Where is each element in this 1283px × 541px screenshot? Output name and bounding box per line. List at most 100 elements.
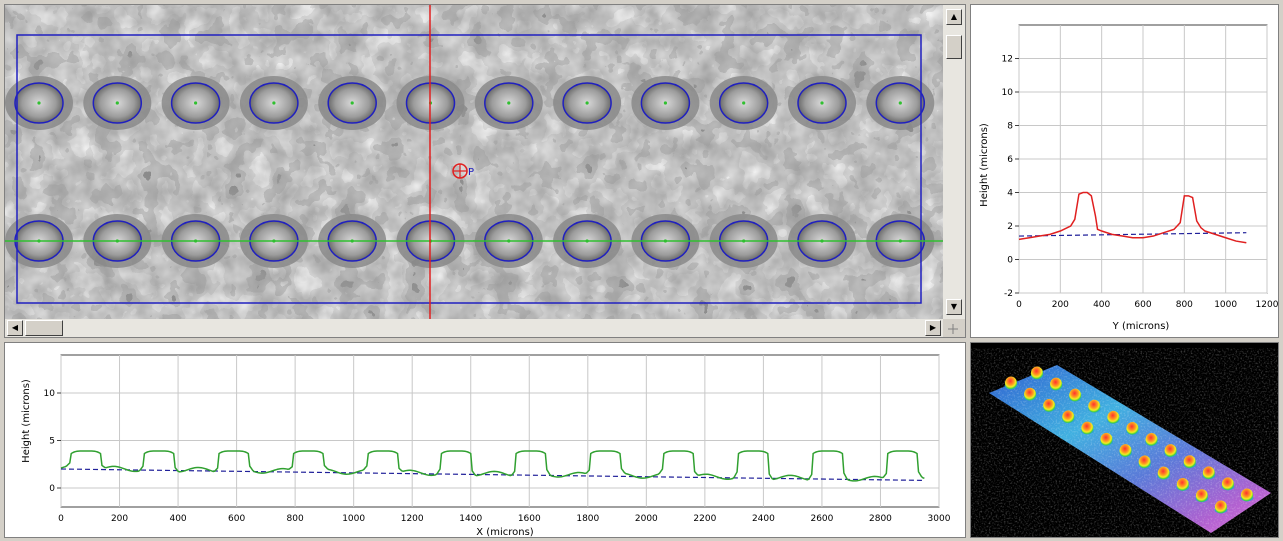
y-tick-label: 4 (1007, 189, 1013, 199)
bump-center (898, 101, 902, 105)
bump-3d (1062, 410, 1075, 424)
bump-circle (797, 82, 847, 124)
y-tick-label: 10 (44, 389, 56, 399)
y-tick-label: 10 (1002, 88, 1014, 98)
vertical-scrollbar[interactable]: ▲ ▼ (943, 5, 965, 319)
bump-circle (92, 82, 143, 124)
y-tick-label: 2 (1007, 222, 1013, 232)
bump-center (742, 101, 746, 105)
x-tick-label: 400 (1093, 300, 1110, 310)
bump-3d (1107, 410, 1120, 424)
bump-circle (562, 82, 612, 124)
scroll-up-icon[interactable]: ▲ (946, 9, 962, 25)
x-tick-label: 1200 (1256, 300, 1278, 310)
x-tick-label: 200 (111, 514, 128, 524)
y-tick-label: 5 (49, 437, 55, 447)
x-tick-label: 3000 (928, 514, 951, 524)
image-panel: P ▲ ▼ ◀ ▶ (4, 4, 966, 338)
x-tick-label: 200 (1052, 300, 1069, 310)
horizontal-scrollbar[interactable]: ◀ ▶ (5, 319, 943, 337)
y-profile-baseline (1018, 232, 1247, 237)
bump-3d (1183, 455, 1196, 469)
y-plot-ylabel: Height (microns) (979, 123, 990, 207)
bump-circle (327, 82, 377, 124)
bump-center (820, 101, 824, 105)
scroll-down-icon[interactable]: ▼ (946, 299, 962, 315)
y-tick-label: 12 (1002, 55, 1013, 65)
point-marker[interactable]: P (452, 163, 474, 179)
bump-circle (875, 82, 926, 124)
bump-3d (1005, 376, 1017, 390)
3d-surface-render[interactable] (971, 343, 1278, 537)
bump-3d (1202, 466, 1215, 480)
x-tick-label: 800 (1176, 300, 1193, 310)
bump-center (272, 101, 276, 105)
bump-3d (1164, 444, 1177, 458)
bump-3d (1024, 387, 1037, 401)
resize-grip-icon[interactable] (945, 321, 961, 335)
roi-rectangle[interactable] (16, 34, 922, 304)
x-tick-label: 400 (169, 514, 186, 524)
y-tick-label: 8 (1007, 122, 1013, 132)
bump-center (507, 101, 511, 105)
plot-frame (60, 354, 940, 508)
x-profile-line (60, 450, 925, 482)
x-tick-label: 0 (58, 514, 64, 524)
x-tick-label: 600 (1134, 300, 1151, 310)
bump-3d (1081, 421, 1094, 435)
3d-bumps (1004, 366, 1254, 514)
x-tick-label: 2800 (869, 514, 892, 524)
y-profile-line (1018, 191, 1247, 244)
bump-center (663, 101, 668, 105)
grip-lines (948, 324, 958, 334)
x-tick-label: 1000 (342, 514, 365, 524)
bump-3d (1100, 432, 1113, 446)
scroll-left-icon[interactable]: ◀ (7, 320, 23, 336)
y-plot-grid (1015, 24, 1268, 294)
bump-3d (1126, 421, 1139, 435)
x-tick-label: 600 (228, 514, 245, 524)
x-tick-label: 1600 (518, 514, 541, 524)
vertical-scroll-thumb[interactable] (946, 35, 962, 59)
marker-label: P (468, 167, 474, 178)
bump-3d (1119, 444, 1132, 458)
bump-circle (14, 82, 64, 124)
x-tick-label: 2600 (810, 514, 833, 524)
3d-surface-view[interactable] (970, 342, 1279, 538)
scroll-right-icon[interactable]: ▶ (925, 320, 941, 336)
bump-3d (1145, 433, 1158, 447)
x-plot-xlabel: X (microns) (476, 527, 534, 537)
horizontal-scroll-thumb[interactable] (25, 320, 63, 336)
bump-3d (1088, 399, 1101, 413)
x-plot-ylabel: Height (microns) (21, 379, 32, 463)
bump-3d (1176, 477, 1189, 491)
bump-3d (1241, 488, 1253, 502)
bump-center (194, 101, 198, 105)
x-profile-chart[interactable]: 0 200 400 600 800 1000 1200 1400 1600 1800 2000 220… (5, 343, 965, 538)
bump-circle (484, 82, 534, 124)
x-tick-label: 1200 (401, 514, 424, 524)
x-profile-panel: 0 200 400 600 800 1000 1200 1400 1600 1800 2000 220… (4, 342, 966, 538)
bump-center (585, 101, 589, 105)
x-tick-label: 2400 (752, 514, 775, 524)
y-tick-label: 0 (1007, 256, 1013, 266)
bump-3d (1215, 500, 1227, 514)
bump-center (115, 101, 119, 105)
bump-circle (718, 82, 769, 124)
bump-circle (170, 82, 221, 124)
x-tick-label: 800 (287, 514, 304, 524)
bump-3d (1195, 489, 1208, 503)
x-tick-label: 1400 (459, 514, 482, 524)
surface-texture (5, 5, 943, 319)
surface-image[interactable]: P (5, 5, 943, 319)
microscope-image-view[interactable]: P (5, 5, 943, 319)
y-profile-panel: 0 200 400 600 800 1000 1200 -2 0 2 4 6 8 10 12 Height … (970, 4, 1279, 338)
bump-3d (1050, 377, 1063, 391)
x-tick-label: 1000 (1214, 300, 1237, 310)
bump-circle (640, 82, 691, 124)
bump-3d (1138, 455, 1151, 469)
bump-center (350, 101, 354, 105)
y-tick-label: 0 (49, 484, 55, 494)
